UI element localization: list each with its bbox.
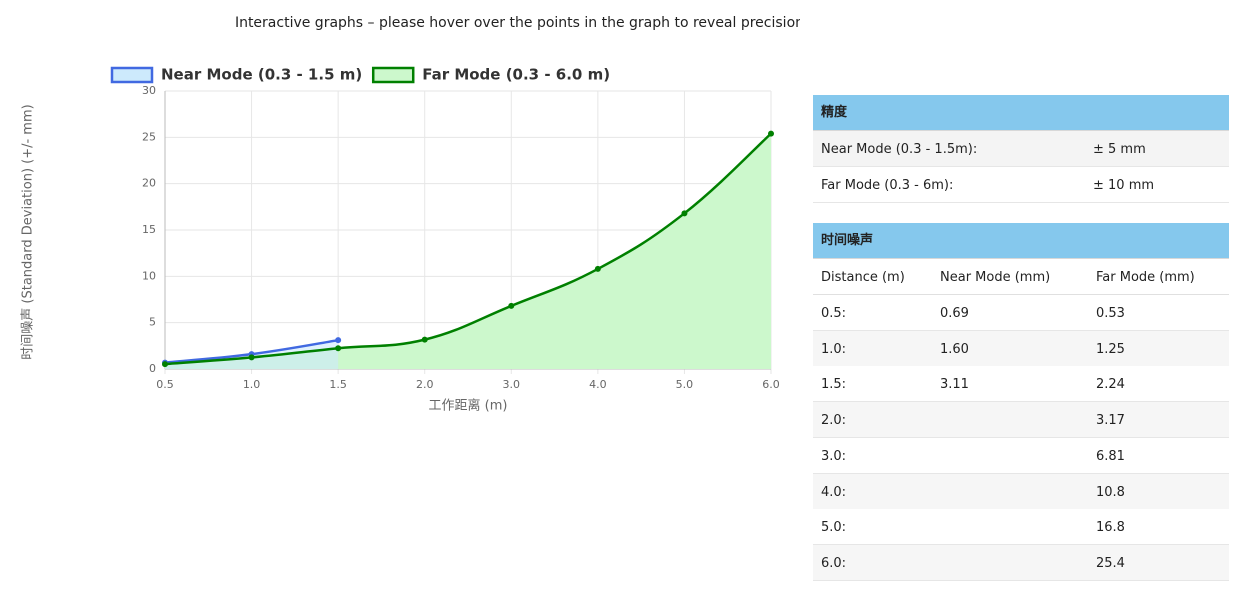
table-cell: 4.0:	[821, 484, 847, 500]
table-row	[813, 437, 1229, 474]
table-cell: Near Mode (0.3 - 1.5m):	[821, 142, 978, 157]
x-tick-label: 3.0	[503, 378, 521, 391]
table-cell: 2.24	[1096, 377, 1125, 393]
point	[335, 345, 342, 352]
table-cell: 3.17	[1096, 413, 1125, 429]
table-title: 时间噪声	[821, 233, 874, 248]
x-tick-label: 2.0	[416, 378, 434, 391]
point	[681, 210, 688, 217]
x-tick-label: 4.0	[589, 378, 607, 391]
table-row	[813, 402, 1229, 439]
column-header: Far Mode (mm)	[1096, 270, 1195, 285]
table-cell: 0.53	[1096, 306, 1125, 321]
chart: Interactive graphs – please hover over t…	[21, 15, 801, 414]
x-tick-label: 1.0	[243, 378, 261, 391]
table-header	[813, 95, 1229, 132]
table-cell: 1.0:	[821, 341, 847, 357]
table-cell: 5.0:	[821, 520, 847, 536]
x-axis-label: 工作距离 (m)	[429, 398, 508, 414]
table-row	[813, 330, 1229, 367]
y-axis-label: 时间噪声 (Standard Deviation) (+/- mm)	[21, 104, 36, 359]
table-cell: 6.81	[1096, 448, 1125, 464]
table-cell: ± 10 mm	[1093, 178, 1155, 193]
table-cell: 1.5:	[821, 377, 847, 393]
table-cell: 0.69	[940, 306, 969, 321]
table-row	[813, 295, 1229, 331]
x-tick-label: 5.0	[676, 378, 694, 391]
table-cell: ± 5 mm	[1093, 142, 1146, 157]
point	[768, 130, 774, 137]
area	[165, 133, 771, 369]
x-tick-label: 6.0	[762, 378, 780, 391]
table-cell: 0.5:	[821, 306, 847, 321]
table-cell: 10.8	[1096, 484, 1125, 500]
table-cell: 1.60	[940, 341, 969, 357]
point	[421, 336, 428, 343]
y-tick-label: 15	[142, 223, 156, 236]
legend-swatch	[371, 66, 415, 84]
point	[162, 361, 168, 368]
table-row	[813, 509, 1229, 546]
table-row	[813, 167, 1229, 203]
column-header: Distance (m)	[821, 270, 905, 285]
table-row	[813, 473, 1229, 510]
table-cell: 1.25	[1096, 341, 1125, 357]
point	[335, 337, 342, 344]
table-row	[813, 259, 1229, 295]
y-tick-label: 25	[142, 130, 156, 143]
y-tick-label: 20	[142, 177, 156, 190]
y-tick-label: 30	[142, 84, 156, 97]
table-cell: 25.4	[1096, 555, 1125, 571]
table-row	[813, 366, 1229, 403]
line	[164, 132, 772, 366]
y-tick-label: 10	[142, 269, 156, 282]
legend-label: Far Mode (0.3 - 6.0 m)	[422, 66, 610, 84]
legend-label: Near Mode (0.3 - 1.5 m)	[161, 66, 362, 84]
column-header: Near Mode (mm)	[940, 270, 1051, 285]
point	[594, 265, 601, 272]
table-row	[813, 544, 1229, 581]
table-cell: 3.0:	[821, 448, 847, 464]
table-cell: 3.11	[940, 377, 969, 393]
table-row	[813, 131, 1229, 167]
y-tick-label: 0	[149, 362, 156, 375]
table-header	[813, 223, 1229, 260]
x-tick-label: 1.5	[329, 378, 347, 391]
table-cell: 6.0:	[821, 555, 847, 571]
table-cell: 2.0:	[821, 413, 847, 429]
y-tick-label: 5	[149, 316, 156, 329]
legend-swatch	[110, 66, 154, 84]
table-cell: 16.8	[1096, 520, 1125, 536]
point	[248, 354, 255, 361]
point	[508, 302, 515, 309]
table-title: 精度	[821, 105, 848, 120]
table-cell: Far Mode (0.3 - 6m):	[821, 178, 954, 193]
page-title: Interactive graphs – please hover over t…	[235, 15, 800, 31]
x-tick-label: 0.5	[156, 378, 174, 391]
